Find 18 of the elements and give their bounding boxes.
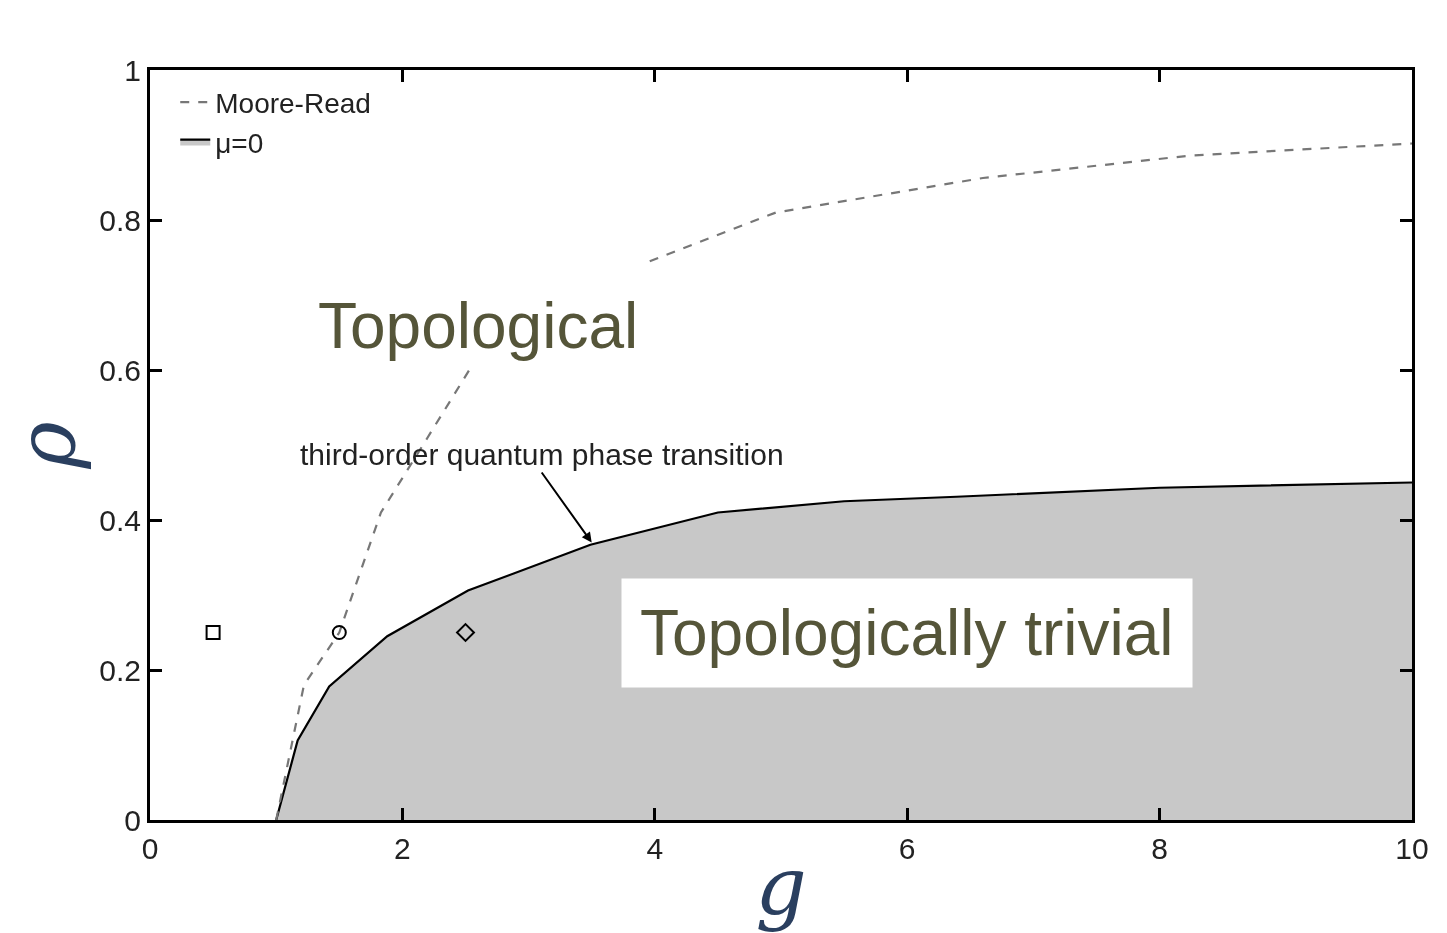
legend-label: Moore-Read [215,88,371,120]
x-axis-title: g [755,840,807,933]
y-tick-label: 0.4 [99,503,141,537]
annotation: third-order quantum phase transition [300,438,784,471]
y-tick-label: 0.2 [99,653,141,687]
x-tick-label: 6 [898,832,916,865]
legend-label: μ=0 [215,127,264,159]
x-tick-label: 8 [1151,832,1168,865]
x-tick-label: 4 [646,832,664,865]
y-tick-label: 0.6 [99,353,141,387]
annotation: Topologically trivial [640,597,1174,669]
x-tick-label: 10 [1395,832,1429,865]
y-tick-label: 0.8 [99,203,141,237]
annotation: Topological [318,290,639,362]
y-axis-title: ρ [0,421,93,470]
x-tick-label: 2 [394,832,411,865]
y-tick-label: 0 [124,803,141,837]
y-tick-label: 1 [124,53,141,87]
